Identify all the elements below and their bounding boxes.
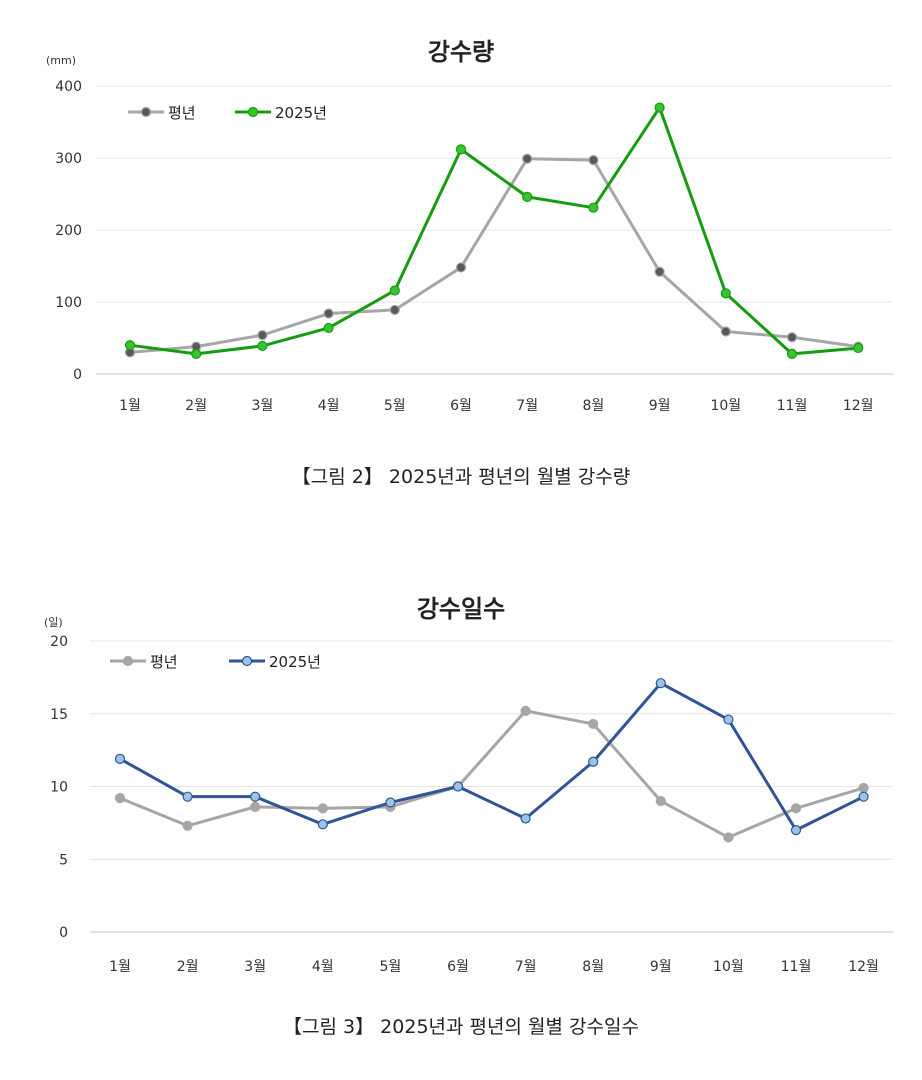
rainy-days-chart: 강수일수 (일) 0 5 10 15 20 1월 2월 3월 4월 5월 6월 7월 8월 9월 10월 11월 1…	[44, 595, 893, 975]
x-tick-label: 6월	[450, 398, 472, 414]
data-point	[250, 791, 261, 802]
data-point	[588, 202, 599, 213]
data-point	[522, 153, 533, 164]
data-point	[257, 340, 268, 352]
x-tick-label: 10월	[713, 959, 744, 975]
data-point	[257, 330, 268, 341]
y-axis-unit: (일)	[44, 615, 63, 629]
legend-label-2: 2025년	[275, 104, 327, 122]
data-point	[654, 266, 665, 277]
x-tick-label: 1월	[109, 959, 131, 975]
data-point	[588, 718, 599, 730]
data-point	[522, 191, 533, 202]
legend-label-2: 2025년	[269, 653, 321, 671]
y-tick-label: 10	[50, 780, 68, 796]
data-point	[114, 793, 126, 804]
data-point	[853, 342, 864, 354]
y-tick-label: 400	[55, 79, 82, 95]
chart-title: 강수량	[428, 38, 494, 66]
x-tick-label: 7월	[515, 959, 537, 975]
series-line-2	[129, 106, 859, 356]
data-point	[455, 144, 467, 155]
y-tick-label: 5	[59, 852, 68, 868]
x-tick-label: 6월	[447, 959, 469, 975]
legend-marker-1	[122, 655, 134, 667]
data-point	[191, 348, 202, 359]
data-point	[858, 782, 869, 794]
data-point	[124, 340, 136, 351]
y-axis-unit: (mm)	[46, 54, 76, 67]
series-line-1	[119, 709, 865, 839]
data-point	[389, 285, 400, 296]
y-tick-label: 300	[55, 151, 82, 167]
data-point	[655, 795, 666, 807]
legend-label-1: 평년	[150, 653, 178, 671]
data-point	[114, 753, 126, 764]
data-point	[385, 797, 396, 808]
x-tick-label: 3월	[252, 398, 274, 414]
data-point	[720, 326, 731, 337]
data-point	[654, 102, 665, 113]
data-point	[588, 756, 599, 767]
chart-title: 강수일수	[417, 595, 505, 623]
data-point	[786, 332, 798, 343]
y-tick-label: 200	[55, 223, 82, 239]
rainfall-amount-chart: 강수량 (mm) 0 100 200 300 400 1월 2월 3월 4월 5월 6월 7월 8월 9월 10…	[46, 38, 893, 414]
x-tick-label: 5월	[384, 398, 406, 414]
y-tick-label: 15	[50, 707, 68, 723]
data-point	[588, 155, 599, 166]
data-point	[786, 348, 798, 359]
x-tick-label: 8월	[583, 398, 605, 414]
figure-2-caption: 【그림 2】 2025년과 평년의 월별 강수량	[291, 466, 631, 488]
legend-marker-2	[241, 655, 253, 667]
legend-marker-1	[140, 106, 152, 118]
data-point	[520, 813, 531, 824]
data-point	[323, 308, 334, 319]
data-point	[182, 820, 193, 831]
data-point	[317, 803, 328, 814]
data-point	[655, 678, 666, 689]
series-line-1	[129, 157, 859, 354]
data-point	[720, 288, 731, 299]
y-tick-label: 0	[73, 367, 82, 383]
x-tick-label: 8월	[582, 959, 604, 975]
y-tick-label: 100	[55, 295, 82, 311]
x-tick-label: 2월	[177, 959, 199, 975]
legend-marker-2	[247, 106, 259, 118]
legend-label-1: 평년	[168, 104, 196, 122]
data-point	[790, 825, 802, 836]
x-tick-label: 2월	[185, 398, 207, 414]
data-point	[389, 304, 400, 316]
data-point	[723, 714, 734, 725]
data-point	[323, 322, 334, 334]
data-point	[723, 832, 734, 843]
data-point	[182, 791, 193, 802]
x-tick-label: 5월	[380, 959, 402, 975]
x-tick-label: 12월	[843, 398, 874, 414]
data-point	[520, 705, 531, 716]
data-point	[250, 801, 261, 812]
x-tick-label: 1월	[119, 398, 141, 414]
x-tick-label: 10월	[710, 398, 741, 414]
data-point	[858, 791, 869, 802]
x-tick-label: 9월	[649, 398, 671, 414]
x-tick-label: 3월	[244, 959, 266, 975]
data-point	[452, 781, 464, 792]
figure-3-caption: 【그림 3】 2025년과 평년의 월별 강수일수	[283, 1016, 639, 1038]
x-tick-label: 11월	[777, 398, 808, 414]
x-tick-label: 7월	[516, 398, 538, 414]
series-line-2	[119, 681, 865, 832]
x-tick-label: 4월	[312, 959, 334, 975]
x-tick-label: 12월	[848, 959, 879, 975]
data-point	[790, 803, 802, 814]
data-point	[455, 262, 467, 273]
x-tick-label: 4월	[318, 398, 340, 414]
data-point	[317, 819, 328, 830]
y-tick-label: 0	[59, 925, 68, 941]
x-tick-label: 9월	[650, 959, 672, 975]
x-tick-label: 11월	[781, 959, 812, 975]
y-tick-label: 20	[50, 634, 68, 650]
